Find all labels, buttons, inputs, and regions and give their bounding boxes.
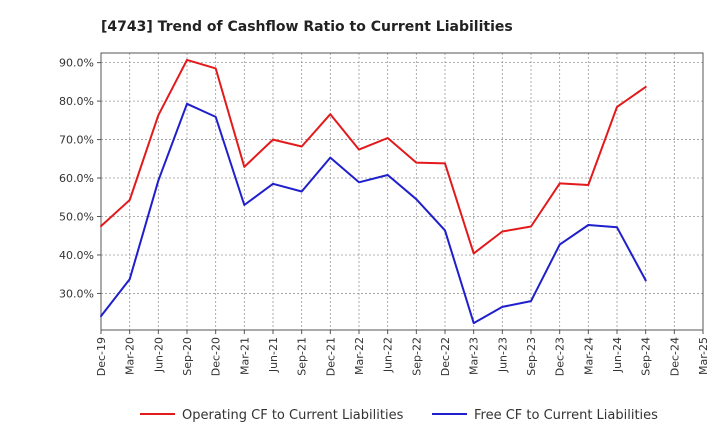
y-tick-label: 70.0%	[59, 134, 94, 147]
series-line-2	[100, 102, 647, 325]
axes: 30.0% 40.0% 50.0% 60.0% 70.0% 80.0% 90.0% Dec-1…	[59, 52, 710, 376]
x-tick-label: Mar-22	[353, 337, 366, 375]
x-tick-label: Dec-19	[95, 337, 108, 376]
x-tick-label: Mar-20	[124, 337, 137, 375]
x-tick-label: Dec-20	[210, 337, 223, 376]
x-tick-label: Sep-22	[410, 337, 423, 376]
y-tick-label: 90.0%	[59, 57, 94, 70]
chart-title: [4743] Trend of Cashflow Ratio to Curren…	[101, 19, 513, 35]
y-tick-label: 80.0%	[59, 95, 94, 108]
x-tick-label: Sep-24	[640, 337, 653, 376]
x-tick-label: Jun-21	[267, 337, 280, 373]
y-tick-label: 30.0%	[59, 287, 94, 300]
x-tick-label: Dec-21	[324, 337, 337, 376]
x-tick-label: Jun-23	[496, 337, 509, 373]
x-tick-label: Dec-24	[668, 337, 681, 376]
x-tick-label: Dec-22	[439, 337, 452, 376]
x-tick-label: Mar-24	[582, 337, 595, 375]
legend-label-1: Operating CF to Current Liabilities	[182, 408, 404, 423]
x-tick-label: Jun-22	[382, 337, 395, 373]
y-tick-label: 60.0%	[59, 172, 94, 185]
x-tick-label: Jun-24	[611, 337, 624, 373]
x-tick-label: Dec-23	[554, 337, 567, 376]
x-tick-label: Mar-23	[468, 337, 481, 375]
x-tick-label: Sep-20	[181, 337, 194, 376]
series-line-1	[100, 58, 647, 255]
grid	[101, 53, 703, 330]
y-tick-label: 40.0%	[59, 249, 94, 262]
legend: Operating CF to Current Liabilities Free …	[140, 408, 658, 423]
plot-frame	[100, 52, 704, 331]
x-tick-label: Mar-21	[238, 337, 251, 375]
x-tick-label: Sep-21	[296, 337, 309, 376]
x-tick-label: Jun-20	[152, 337, 165, 373]
series	[100, 58, 647, 325]
y-tick-label: 50.0%	[59, 211, 94, 224]
x-tick-label: Sep-23	[525, 337, 538, 376]
legend-label-2: Free CF to Current Liabilities	[474, 408, 658, 423]
x-tick-label: Mar-25	[697, 337, 710, 375]
